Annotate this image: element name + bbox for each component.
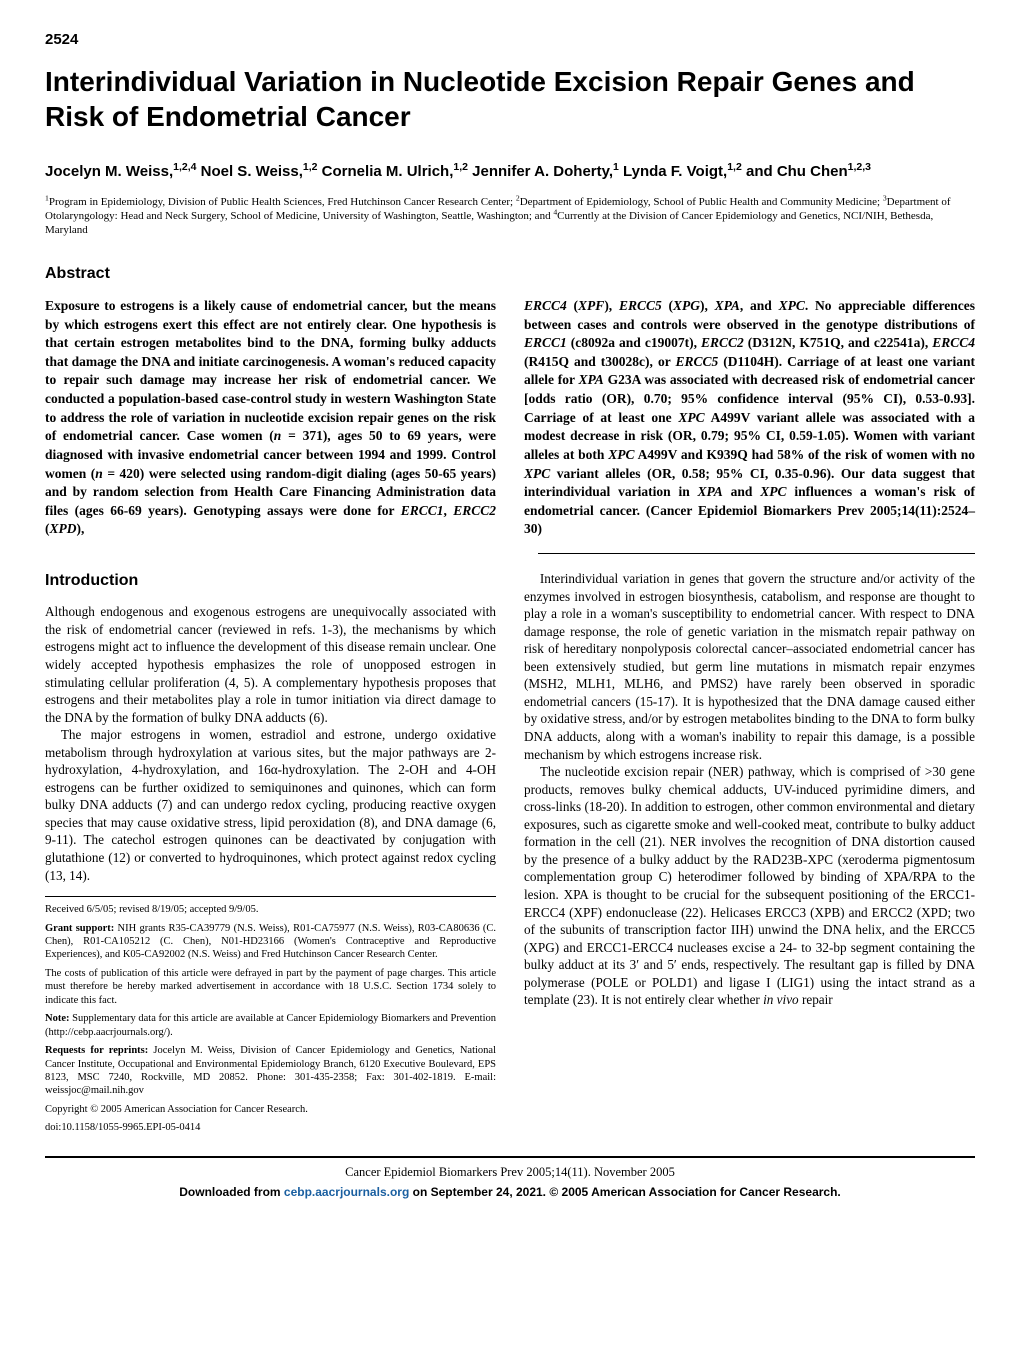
footnote-reprints: Requests for reprints: Jocelyn M. Weiss,… — [45, 1044, 496, 1098]
footer-citation: Cancer Epidemiol Biomarkers Prev 2005;14… — [45, 1164, 975, 1181]
page-footer: Cancer Epidemiol Biomarkers Prev 2005;14… — [45, 1156, 975, 1181]
intro-paragraph-2: The major estrogens in women, estradiol … — [45, 726, 496, 884]
page-number: 2524 — [45, 30, 975, 50]
intro-paragraph-4: The nucleotide excision repair (NER) pat… — [524, 763, 975, 1009]
authors-line: Jocelyn M. Weiss,1,2,4 Noel S. Weiss,1,2… — [45, 162, 975, 182]
article-title: Interindividual Variation in Nucleotide … — [45, 64, 975, 134]
body-columns: Introduction Although endogenous and exo… — [45, 570, 975, 1140]
affiliations: 1Program in Epidemiology, Division of Pu… — [45, 195, 975, 238]
abstract-columns: Exposure to estrogens is a likely cause … — [45, 297, 975, 539]
footnote-doi: doi:10.1158/1055-9965.EPI-05-0414 — [45, 1121, 496, 1134]
footnote-received: Received 6/5/05; revised 8/19/05; accept… — [45, 903, 496, 916]
footer-download-line: Downloaded from cebp.aacrjournals.org on… — [45, 1184, 975, 1200]
right-column: Interindividual variation in genes that … — [524, 570, 975, 1140]
abstract-left-column: Exposure to estrogens is a likely cause … — [45, 297, 496, 539]
footnote-copyright: Copyright © 2005 American Association fo… — [45, 1103, 496, 1116]
abstract-heading: Abstract — [45, 263, 975, 285]
intro-paragraph-3: Interindividual variation in genes that … — [524, 570, 975, 763]
intro-paragraph-1: Although endogenous and exogenous estrog… — [45, 603, 496, 726]
footnote-costs: The costs of publication of this article… — [45, 967, 496, 1007]
footnote-grant: Grant support: NIH grants R35-CA39779 (N… — [45, 922, 496, 962]
footnotes-block: Received 6/5/05; revised 8/19/05; accept… — [45, 896, 496, 1135]
footnote-note: Note: Supplementary data for this articl… — [45, 1012, 496, 1039]
section-divider-wrap — [45, 553, 975, 554]
left-column: Introduction Although endogenous and exo… — [45, 570, 496, 1140]
abstract-right-column: ERCC4 (XPF), ERCC5 (XPG), XPA, and XPC. … — [524, 297, 975, 539]
introduction-heading: Introduction — [45, 570, 496, 591]
section-divider — [538, 553, 975, 554]
